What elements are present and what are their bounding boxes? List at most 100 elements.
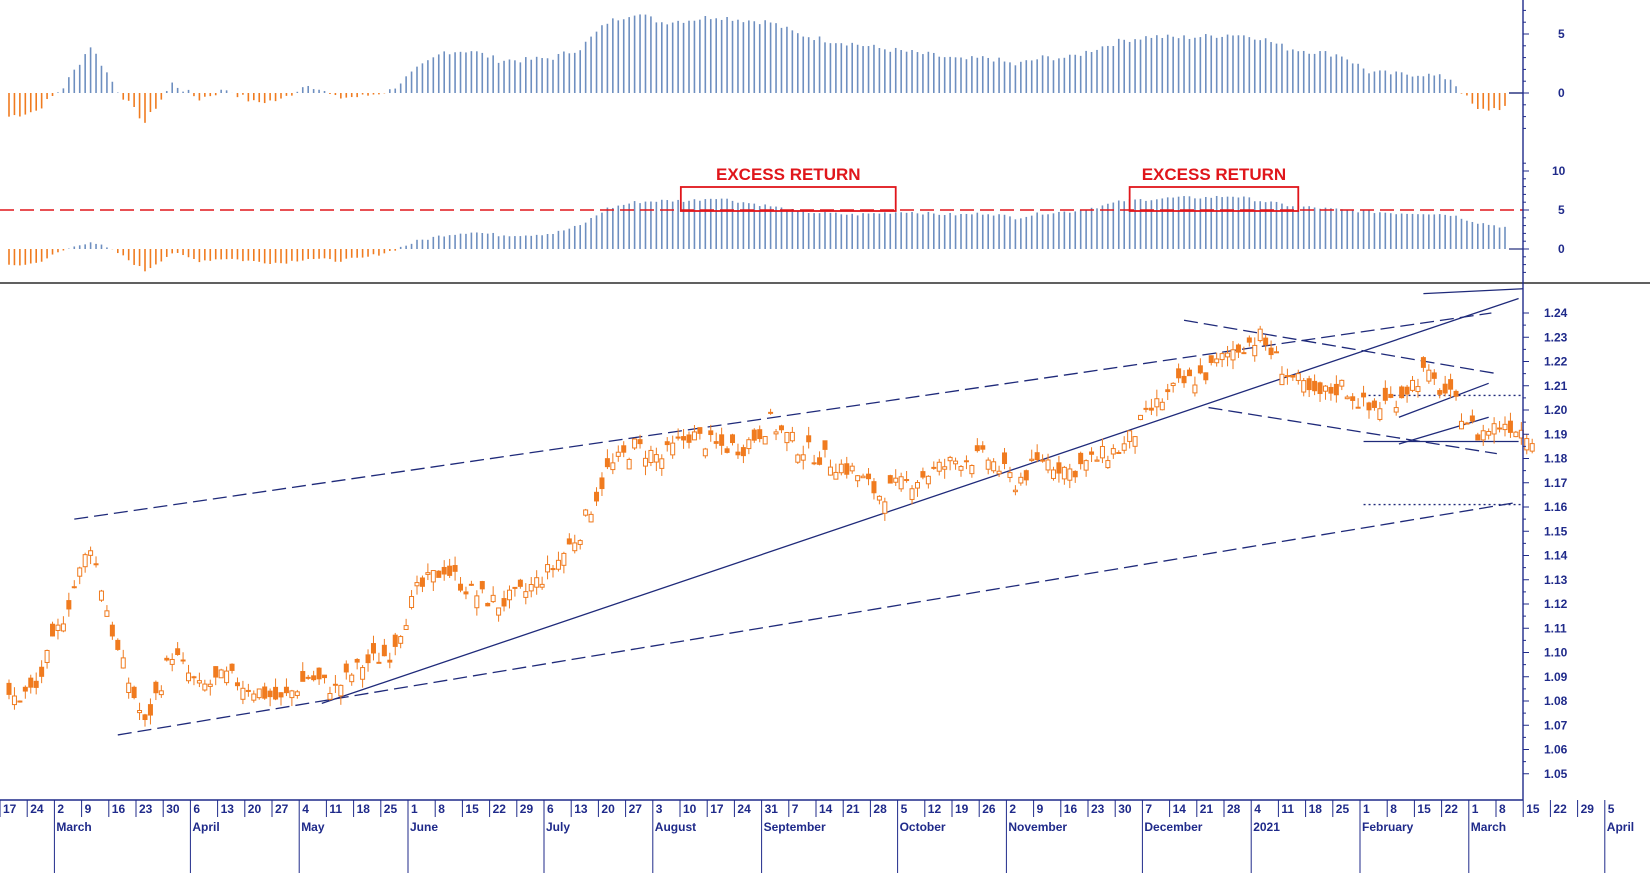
- candle-body: [735, 451, 741, 456]
- x-day-label: 4: [302, 802, 309, 816]
- candle-body: [245, 689, 251, 692]
- candle-body: [604, 458, 610, 468]
- candle-body: [827, 466, 833, 476]
- candle-body: [1295, 373, 1301, 381]
- x-day-label: 7: [792, 802, 799, 816]
- candle-body: [1333, 383, 1339, 396]
- candle-body: [871, 481, 877, 494]
- price-tick-label: 1.13: [1544, 573, 1568, 587]
- excess-return-label: EXCESS RETURN: [1142, 165, 1287, 184]
- candle-body: [305, 676, 311, 679]
- x-month-label: February: [1362, 820, 1414, 834]
- x-day-label: 28: [1227, 802, 1241, 816]
- candle-body: [273, 686, 279, 700]
- x-day-label: 4: [1254, 802, 1261, 816]
- candle-body: [251, 693, 257, 701]
- candle-body: [1050, 469, 1056, 479]
- candle-body: [1143, 407, 1149, 410]
- candle-body: [637, 439, 643, 445]
- candle-body: [876, 495, 882, 501]
- candle-body: [1404, 386, 1410, 395]
- candle-body: [430, 570, 436, 583]
- x-day-label: 24: [737, 802, 751, 816]
- price-tick-label: 1.24: [1544, 306, 1568, 320]
- candle-body: [1219, 353, 1225, 361]
- candle-body: [278, 692, 284, 698]
- candle-body: [1012, 489, 1018, 493]
- candle-body: [762, 436, 768, 445]
- candle-body: [490, 594, 496, 603]
- x-day-label: 18: [1309, 802, 1323, 816]
- candle-body: [1170, 382, 1176, 387]
- candle-body: [142, 714, 148, 721]
- price-tick-label: 1.18: [1544, 452, 1568, 466]
- candle-body: [1235, 344, 1241, 353]
- candle-body: [1355, 406, 1361, 409]
- candle-body: [1061, 466, 1067, 480]
- candle-body: [1458, 420, 1464, 430]
- candle-body: [1045, 459, 1051, 471]
- candle-body: [566, 538, 572, 545]
- candle-body: [1089, 451, 1095, 455]
- candle-body: [234, 682, 240, 687]
- candle-body: [1420, 357, 1426, 368]
- candle-body: [1366, 402, 1372, 411]
- candle-body: [196, 680, 202, 684]
- candle-body: [517, 579, 523, 587]
- x-month-label: August: [655, 820, 696, 834]
- price-tick-label: 1.16: [1544, 500, 1568, 514]
- price-tick-label: 1.14: [1544, 549, 1568, 563]
- x-day-label: 13: [221, 802, 235, 816]
- candle-body: [969, 464, 975, 475]
- candle-body: [360, 667, 366, 680]
- candle-body: [398, 636, 404, 644]
- candle-body: [463, 591, 469, 595]
- candle-body: [697, 427, 703, 434]
- x-day-label: 15: [465, 802, 479, 816]
- x-day-label: 9: [1037, 802, 1044, 816]
- x-month-label: March: [56, 820, 91, 834]
- candle-body: [583, 509, 589, 516]
- candle-body: [985, 459, 991, 470]
- candle-body: [572, 542, 578, 552]
- candle-body: [120, 657, 126, 669]
- candle-body: [1502, 423, 1508, 431]
- candle-body: [1442, 383, 1448, 394]
- x-day-label: 17: [710, 802, 724, 816]
- candle-body: [724, 448, 730, 453]
- candle-body: [447, 565, 453, 576]
- candle-body: [626, 458, 632, 470]
- candle-body: [6, 682, 12, 695]
- candle-body: [1382, 387, 1388, 401]
- x-day-label: 11: [1281, 802, 1294, 816]
- momentum-histogram: [8, 14, 1506, 123]
- candle-body: [1078, 452, 1084, 465]
- candle-body: [71, 586, 77, 589]
- candle-body: [653, 454, 659, 463]
- candle-body: [1437, 390, 1443, 395]
- candle-body: [175, 648, 181, 655]
- candle-body: [561, 552, 567, 566]
- candle-body: [855, 475, 861, 482]
- candle-body: [708, 430, 714, 436]
- candle-body: [1486, 431, 1492, 436]
- candle-body: [164, 657, 170, 661]
- x-day-label: 12: [928, 802, 942, 816]
- candle-body: [496, 607, 502, 616]
- candle-body: [545, 564, 551, 573]
- candle-body: [719, 434, 725, 446]
- candle-body: [1230, 349, 1236, 361]
- candle-body: [1491, 423, 1497, 435]
- x-day-label: 20: [601, 802, 615, 816]
- candle-body: [1274, 351, 1280, 354]
- candle-body: [387, 659, 393, 663]
- excess-tick-label: 5: [1558, 203, 1565, 217]
- candle-body: [289, 690, 295, 699]
- candle-body: [740, 447, 746, 457]
- x-month-label: November: [1008, 820, 1067, 834]
- candle-body: [202, 683, 208, 691]
- x-day-label: 5: [901, 802, 908, 816]
- x-day-label: 25: [1336, 802, 1350, 816]
- candle-body: [784, 431, 790, 444]
- candle-body: [33, 680, 39, 688]
